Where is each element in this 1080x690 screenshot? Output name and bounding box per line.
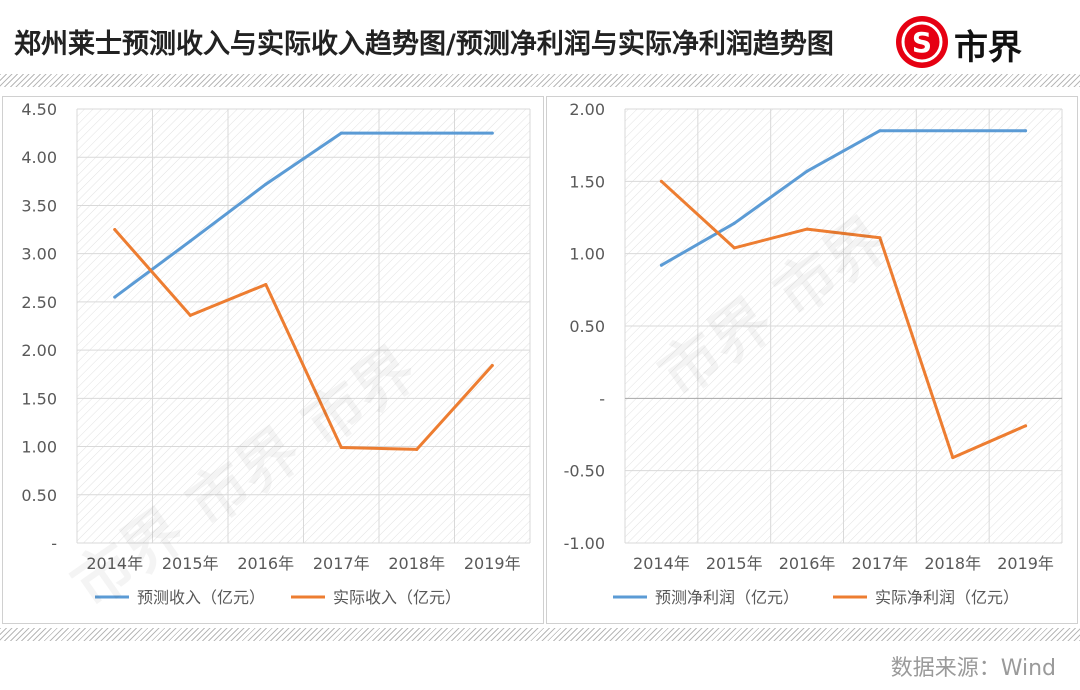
top-stripe: [0, 74, 1080, 87]
x-tick-label: 2015年: [706, 554, 763, 573]
x-tick-label: 2016年: [779, 554, 836, 573]
revenue-chart: - 0.50 1.00 1.50 2.00 2.50 3.00 3.50 4.00 4.50 201…: [21, 100, 531, 607]
series-line-forecast: [659, 129, 1028, 267]
chart-panel-revenue: - 0.50 1.00 1.50 2.00 2.50 3.00 3.50 4.00 4.50 201…: [2, 96, 544, 624]
y-tick-label: 4.50: [21, 100, 57, 119]
data-point: [878, 236, 882, 240]
x-tick-label: 2015年: [162, 554, 219, 573]
x-tick-label: 2017年: [852, 554, 909, 573]
y-tick-label: -0.50: [564, 462, 605, 481]
series-line-forecast: [113, 131, 494, 299]
y-tick-label: -1.00: [564, 534, 605, 553]
data-point: [805, 227, 809, 231]
data-point: [951, 129, 955, 133]
data-point: [188, 313, 192, 317]
data-point: [878, 129, 882, 133]
y-tick-label: -: [599, 389, 605, 408]
logo-text: 市界: [954, 28, 1022, 68]
y-tick-label: 3.50: [21, 196, 57, 215]
x-tick-label: 2019年: [997, 554, 1054, 573]
chart-panel-profit: -1.00 -0.50-0.50 1.00 1.50 2.00 2014年 2015年 201…: [546, 96, 1078, 624]
data-point: [415, 447, 419, 451]
x-tick-label: 2018年: [388, 554, 445, 573]
x-tick-label: 2016年: [237, 554, 294, 573]
data-point: [659, 179, 663, 183]
brand-logo: S 市界: [892, 12, 1042, 72]
y-tick-label: 2.50: [21, 293, 57, 312]
x-tick-label: 2014年: [633, 554, 690, 573]
data-source: 数据来源：Wind: [890, 656, 1056, 681]
x-tick-label: 2017年: [313, 554, 370, 573]
data-point: [113, 228, 117, 232]
legend-label: 预测收入（亿元）: [137, 588, 265, 607]
y-tick-label: 3.00: [21, 245, 57, 264]
x-tick-label: 2019年: [464, 554, 521, 573]
legend-label: 实际净利润（亿元）: [875, 588, 1019, 607]
y-tick-label: 0.50: [569, 317, 605, 336]
data-point: [1024, 424, 1028, 428]
y-tick-label: 1.00: [21, 438, 57, 457]
x-tick-label: 2014年: [86, 554, 143, 573]
data-point: [339, 131, 343, 135]
y-tick-label: 1.50: [569, 172, 605, 191]
data-point: [264, 182, 268, 186]
y-tick-label: 4.00: [21, 148, 57, 167]
data-point: [490, 364, 494, 368]
data-point: [415, 131, 419, 135]
data-point: [805, 169, 809, 173]
data-point: [659, 263, 663, 267]
data-point: [732, 246, 736, 250]
series-line-actual: [659, 179, 1028, 460]
x-tick-label: 2018年: [924, 554, 981, 573]
data-point: [490, 131, 494, 135]
data-point: [264, 283, 268, 287]
data-point: [188, 239, 192, 243]
page-title: 郑州莱士预测收入与实际收入趋势图/预测净利润与实际净利润趋势图: [14, 29, 834, 60]
logo-icon: S: [896, 16, 948, 68]
legend-label: 预测净利润（亿元）: [655, 588, 799, 607]
legend-label: 实际收入（亿元）: [333, 588, 461, 607]
bottom-stripe: [0, 628, 1080, 641]
header: 郑州莱士预测收入与实际收入趋势图/预测净利润与实际净利润趋势图 S 市界: [0, 0, 1080, 82]
data-point: [113, 295, 117, 299]
logo-glyph: S: [912, 26, 932, 59]
data-point: [1024, 129, 1028, 133]
data-point: [732, 221, 736, 225]
y-tick-label: 0.50: [21, 486, 57, 505]
data-point: [339, 446, 343, 450]
y-tick-label: 2.00: [569, 100, 605, 119]
series-line-actual: [113, 228, 494, 451]
y-tick-label: 1.00: [569, 245, 605, 264]
y-tick-label: 1.50: [21, 389, 57, 408]
data-point: [951, 456, 955, 460]
y-tick-label: 2.00: [21, 341, 57, 360]
y-tick-label: -: [51, 534, 57, 553]
